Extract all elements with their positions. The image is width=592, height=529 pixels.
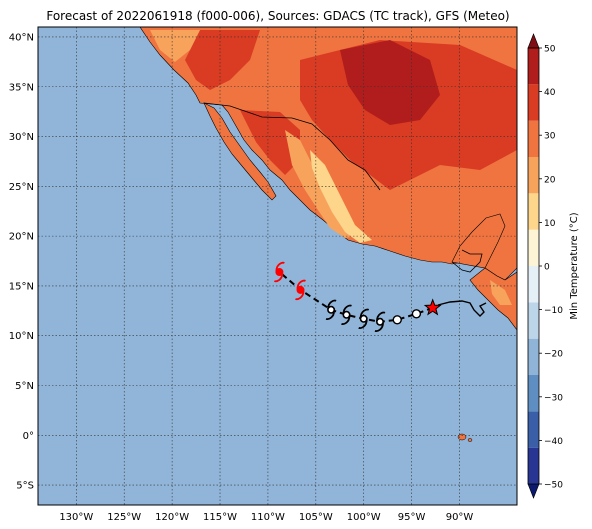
landmass-yucatan	[451, 213, 506, 269]
colorbar-max-extension	[527, 33, 540, 49]
colorbar-segment	[528, 266, 539, 303]
cool-region-sierra	[285, 130, 360, 238]
longitude-tick-label: 125°W	[107, 512, 141, 523]
observed-position-marker	[411, 309, 422, 319]
colorbar-tick-label: −20	[544, 350, 563, 360]
longitude-tick-label: 95°W	[398, 512, 426, 523]
warm-region-sonora	[240, 110, 300, 175]
longitude-tick-label: 90°W	[446, 512, 474, 523]
colorbar-segment	[528, 411, 539, 448]
colorbar-tick-label: 20	[544, 175, 556, 185]
island-galapagos	[457, 433, 467, 441]
longitude-tick-label: 105°W	[299, 512, 333, 523]
cool-region-central-america	[490, 280, 512, 305]
latitude-tick-label: 0°	[23, 431, 34, 442]
colorbar-segment	[528, 193, 539, 230]
colorbar-segment	[528, 338, 539, 375]
colorbar-tick-label: 30	[544, 132, 556, 142]
colorbar-tick-label: 0	[544, 263, 550, 273]
cyclone-symbol-icon	[374, 311, 386, 332]
colorbar-tick-label: 50	[544, 45, 556, 55]
observed-position-marker	[392, 315, 402, 325]
cyclone-symbol-icon	[273, 261, 285, 283]
colorbar-segment	[528, 447, 539, 484]
cyclone-track	[273, 261, 487, 332]
longitude-axis: 130°W 125°W 120°W 115°W 110°W 105°W 100°W 95°W 9…	[59, 512, 473, 523]
colorbar-segment	[528, 229, 539, 266]
warm-region-west	[185, 30, 260, 90]
land-layer	[139, 27, 517, 442]
colorbar-tick-label: 10	[544, 219, 556, 229]
colorbar-min-extension	[527, 483, 540, 499]
latitude-tick-label: 35°N	[9, 82, 34, 93]
colorbar-ticks: 50 40 30 20 10 0 −10 −20 −30 −40 −50	[539, 45, 563, 491]
colorbar-label: Min Temperature (°C)	[569, 212, 580, 319]
cool-region-plateau	[310, 150, 372, 243]
cyclone-symbol-icon	[358, 308, 370, 329]
current-position-star-icon	[423, 298, 442, 316]
colorbar-segment	[528, 120, 539, 157]
landmass-central-america	[469, 267, 517, 331]
cyclone-symbol-icon	[295, 279, 306, 301]
longitude-tick-label: 110°W	[251, 512, 285, 523]
latitude-tick-label: 25°N	[9, 182, 34, 193]
longitude-tick-label: 115°W	[203, 512, 237, 523]
latitude-tick-label: 15°N	[9, 281, 34, 292]
border-guatemala	[451, 249, 483, 273]
landmass-baja-california	[203, 102, 277, 201]
longitude-tick-label: 120°W	[155, 512, 189, 523]
map-frame	[37, 26, 518, 506]
colorbar-segment	[528, 48, 539, 85]
latitude-tick-label: 40°N	[9, 32, 34, 43]
map-title: Forecast of 2022061918 (f000-006), Sourc…	[46, 9, 509, 23]
cyclone-symbol-icon	[341, 304, 352, 325]
latitude-tick-label: 30°N	[9, 132, 34, 143]
colorbar-tick-label: −40	[544, 437, 563, 447]
latitude-axis: 40°N 35°N 30°N 25°N 20°N 15°N 10°N 5°N 0° 5°S	[9, 32, 34, 491]
hot-region-core	[340, 40, 440, 125]
observed-track-line	[437, 300, 487, 317]
colorbar-segment	[528, 375, 539, 412]
colorbar-segment	[528, 84, 539, 121]
colorbar-tick-label: 40	[544, 88, 556, 98]
colorbar-segments	[527, 33, 540, 499]
border-us-mexico	[203, 102, 381, 191]
colorbar-segment	[528, 157, 539, 194]
colorbar: 50 40 30 20 10 0 −10 −20 −30 −40 −50 Min Temperatu…	[527, 33, 580, 499]
cyclone-symbol-icon	[325, 299, 337, 320]
cool-region-west-us	[150, 30, 200, 62]
latitude-tick-label: 5°S	[16, 481, 34, 492]
colorbar-segment	[528, 302, 539, 339]
colorbar-tick-label: −30	[544, 393, 563, 403]
colorbar-tick-label: −50	[544, 481, 563, 491]
island-galapagos-small	[467, 438, 473, 442]
latitude-tick-label: 5°N	[15, 381, 34, 392]
map-panel: 130°W 125°W 120°W 115°W 110°W 105°W 100°W 95°W 9…	[9, 26, 518, 523]
longitude-tick-label: 130°W	[59, 512, 93, 523]
latitude-tick-label: 20°N	[9, 232, 34, 243]
colorbar-tick-label: −10	[544, 306, 563, 316]
longitude-tick-label: 100°W	[347, 512, 381, 523]
graticule	[38, 27, 517, 505]
latitude-tick-label: 10°N	[9, 331, 34, 342]
